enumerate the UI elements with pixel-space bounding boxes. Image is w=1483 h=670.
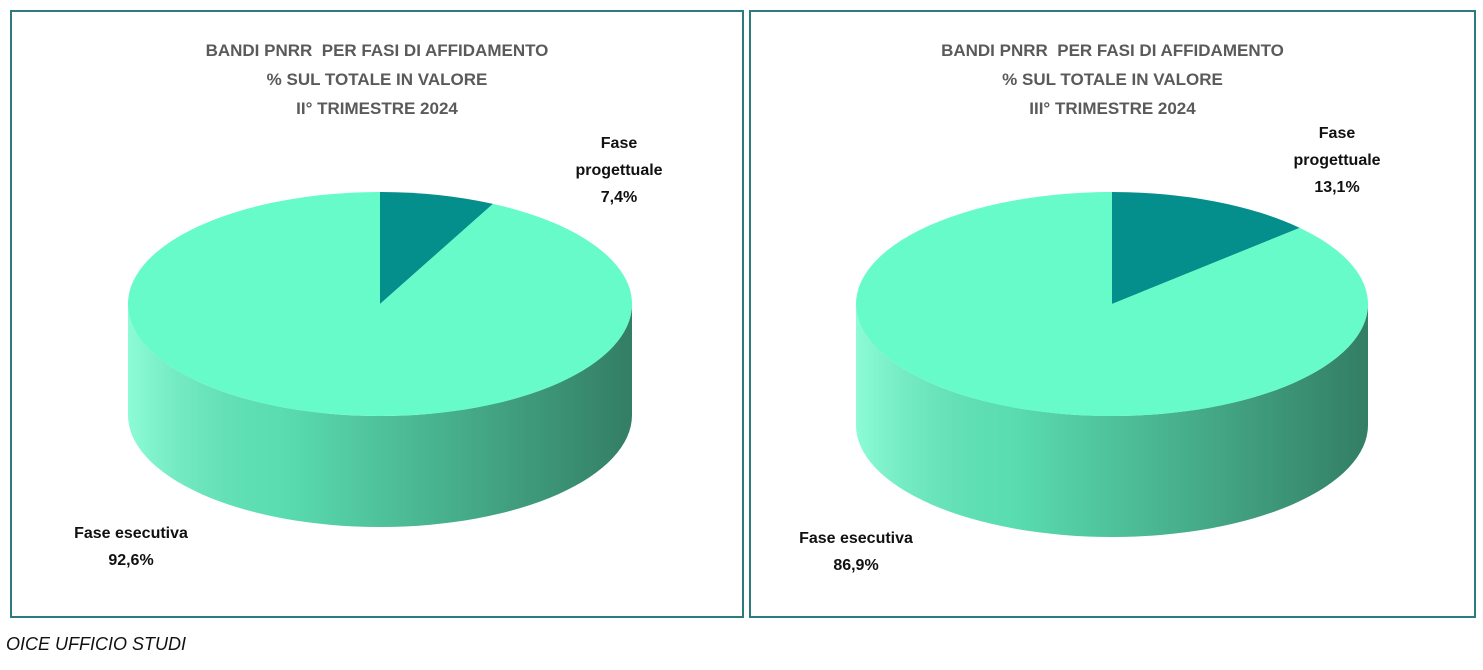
- title-line: % SUL TOTALE IN VALORE: [1002, 70, 1223, 89]
- chart-panel: BANDI PNRR PER FASI DI AFFIDAMENTO % SUL …: [749, 10, 1476, 618]
- chart-panel: BANDI PNRR PER FASI DI AFFIDAMENTO % SUL …: [10, 10, 744, 618]
- slice-value: 13,1%: [1314, 179, 1360, 196]
- slice-label: Fase esecutiva 86,9%: [771, 525, 941, 579]
- title-line: BANDI PNRR PER FASI DI AFFIDAMENTO: [941, 41, 1284, 60]
- pie-slice: [856, 192, 1368, 416]
- pie-side-shade: [128, 304, 632, 527]
- slice-label: Fase esecutiva 92,6%: [46, 520, 216, 574]
- slice-category: Fase progettuale: [575, 135, 663, 179]
- pie-slice: [380, 192, 493, 304]
- title-line: BANDI PNRR PER FASI DI AFFIDAMENTO: [205, 41, 549, 60]
- pie-side-shade: [856, 304, 1368, 537]
- slice-category: Fase esecutiva: [799, 530, 913, 547]
- pie-slice: [1112, 192, 1300, 304]
- pie-chart: [128, 192, 633, 527]
- slice-value: 92,6%: [108, 552, 154, 569]
- slice-category: Fase esecutiva: [74, 525, 188, 542]
- pie-chart: [856, 192, 1368, 537]
- slice-value: 86,9%: [833, 557, 879, 574]
- title-line: III° TRIMESTRE 2024: [1029, 99, 1196, 118]
- slice-label: Fase progettuale 13,1%: [1282, 120, 1392, 201]
- slice-value: 7,4%: [600, 189, 638, 206]
- pie-slice: [128, 192, 633, 417]
- source-note: OICE UFFICIO STUDI: [6, 634, 186, 654]
- title-line: II° TRIMESTRE 2024: [296, 99, 458, 118]
- title-line: % SUL TOTALE IN VALORE: [266, 70, 488, 89]
- slice-label: Fase progettuale 7,4%: [564, 130, 674, 211]
- chart-title: BANDI PNRR PER FASI DI AFFIDAMENTO % SUL …: [751, 36, 1474, 123]
- chart-title: BANDI PNRR PER FASI DI AFFIDAMENTO % SUL …: [12, 36, 742, 123]
- slice-category: Fase progettuale: [1293, 125, 1381, 169]
